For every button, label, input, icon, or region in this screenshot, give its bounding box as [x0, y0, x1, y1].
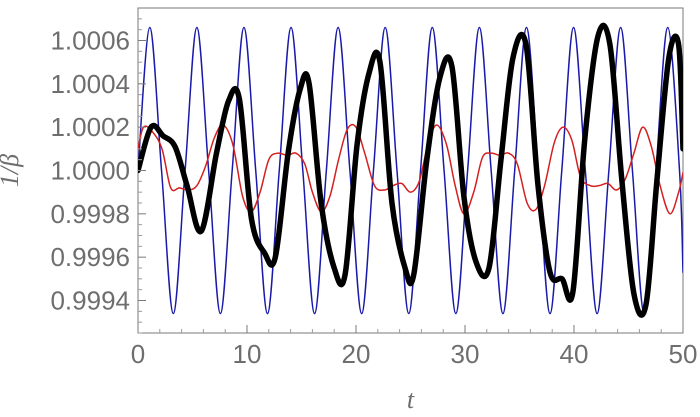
- y-axis-label: 1/β: [0, 154, 24, 187]
- x-tick-label: 30: [451, 339, 480, 369]
- series-line-2: [138, 123, 683, 215]
- y-tick-label: 1.0004: [50, 69, 130, 99]
- x-tick-label: 10: [233, 339, 262, 369]
- y-tick-label: 0.9996: [50, 242, 130, 272]
- x-tick-label: 40: [560, 339, 589, 369]
- series-line-1: [138, 26, 683, 315]
- x-tick-label: 20: [342, 339, 371, 369]
- y-tick-label: 0.9994: [50, 286, 130, 316]
- x-axis-label: t: [407, 385, 415, 414]
- series-layer: [138, 22, 683, 318]
- series-line-3: [138, 22, 683, 318]
- x-tick-label: 50: [669, 339, 698, 369]
- y-axis: 0.9994 0.9996 0.9998 1.0000 1.0002 1.0004 1.00…: [50, 18, 146, 334]
- x-axis: 0 10 20 30 40 50: [131, 325, 698, 369]
- y-tick-label: 1.0006: [50, 26, 130, 56]
- x-tick-label: 0: [131, 339, 145, 369]
- y-tick-label: 1.0002: [50, 112, 130, 142]
- y-tick-label: 1.0000: [50, 156, 130, 186]
- y-tick-label: 0.9998: [50, 199, 130, 229]
